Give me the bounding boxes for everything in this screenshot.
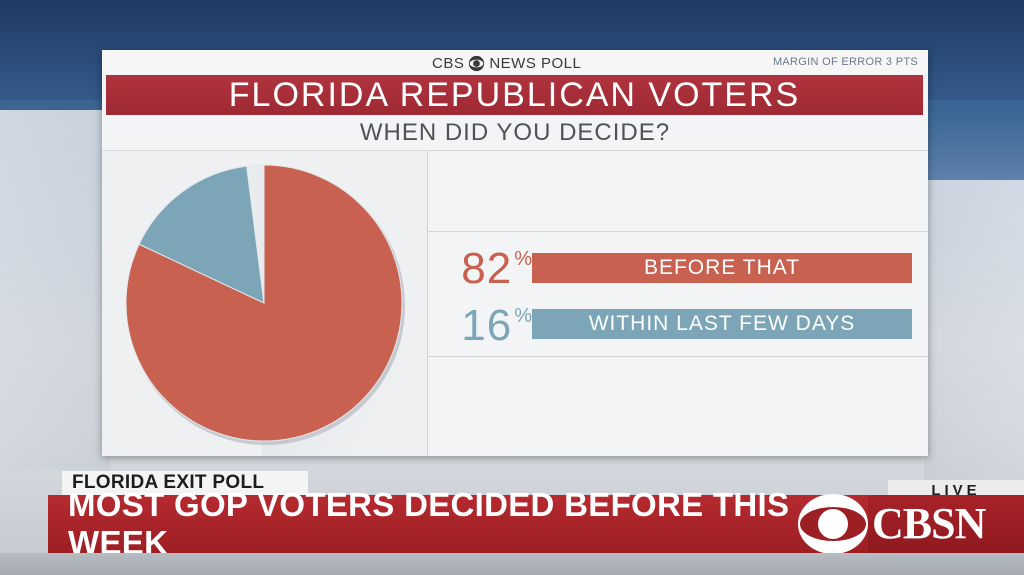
- legend-label: WITHIN LAST FEW DAYS: [588, 312, 856, 335]
- brand-cbs: CBS: [432, 54, 465, 72]
- chart-subtitle: WHEN DID YOU DECIDE?: [359, 119, 671, 146]
- exit-poll-label: FLORIDA EXIT POLL: [62, 471, 308, 495]
- headline-text: MOST GOP VOTERS DECIDED BEFORE THIS WEEK: [68, 486, 790, 561]
- cbsn-logo-icon: [798, 494, 868, 554]
- pie-slice-remainder: [246, 164, 265, 304]
- pie-slice-within-last-few-days: [138, 165, 265, 304]
- pie-area: [102, 151, 428, 456]
- legend-bar-within-last-few-days: WITHIN LAST FEW DAYS: [532, 309, 912, 339]
- background-shape-right: [924, 180, 1024, 480]
- panel-header: CBS NEWS POLL MARGIN OF ERROR 3 PTS: [102, 50, 928, 74]
- pie-chart: [125, 164, 405, 456]
- grid-line: [428, 231, 928, 232]
- legend-area: 82% BEFORE THAT 16% WITHIN LAST FEW DAYS: [428, 151, 928, 456]
- slice-value: 82: [461, 244, 513, 293]
- slice-unit: %: [514, 305, 533, 327]
- network-logo-text: CBSN: [872, 499, 986, 548]
- grid-line: [428, 356, 928, 357]
- cbs-eye-icon: [469, 55, 485, 71]
- headline-banner: MOST GOP VOTERS DECIDED BEFORE THIS WEEK: [48, 486, 868, 561]
- legend-row-within-last-few-days: 16% WITHIN LAST FEW DAYS: [428, 304, 928, 348]
- network-logo-box: [868, 495, 1024, 553]
- legend-label: BEFORE THAT: [643, 256, 801, 279]
- legend-row-before-that: 82% BEFORE THAT: [428, 247, 928, 291]
- slice-value: 16: [461, 301, 513, 350]
- legend-bar-before-that: BEFORE THAT: [532, 253, 912, 283]
- background-shape-left: [0, 110, 110, 470]
- chart-subtitle-row: WHEN DID YOU DECIDE?: [102, 116, 928, 151]
- bottom-strip: [0, 553, 1024, 575]
- brand: CBS NEWS POLL: [432, 53, 581, 73]
- chart-title-bar: FLORIDA REPUBLICAN VOTERS: [106, 75, 923, 115]
- slice-percent-before-that: 82%: [438, 247, 533, 291]
- slice-unit: %: [514, 248, 533, 270]
- chart-title: FLORIDA REPUBLICAN VOTERS: [228, 76, 801, 114]
- margin-of-error: MARGIN OF ERROR 3 PTS: [772, 56, 918, 68]
- brand-rest: NEWS POLL: [489, 54, 582, 72]
- pie-slice-before-that: [125, 164, 403, 442]
- poll-graphic-panel: CBS NEWS POLL MARGIN OF ERROR 3 PTS FLOR…: [102, 50, 928, 456]
- slice-percent-within-last-few-days: 16%: [438, 304, 533, 348]
